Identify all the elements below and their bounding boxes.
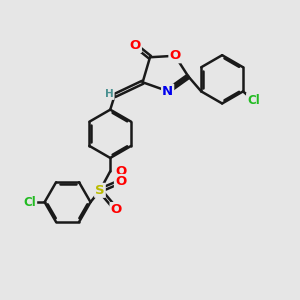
Text: Cl: Cl <box>23 196 36 208</box>
Text: O: O <box>115 165 126 178</box>
Text: O: O <box>115 175 126 188</box>
Text: N: N <box>162 85 173 98</box>
Text: H: H <box>105 89 114 99</box>
Text: S: S <box>95 184 105 197</box>
Text: O: O <box>169 49 181 62</box>
Text: O: O <box>130 39 141 52</box>
Text: O: O <box>110 203 122 216</box>
Text: Cl: Cl <box>247 94 260 107</box>
